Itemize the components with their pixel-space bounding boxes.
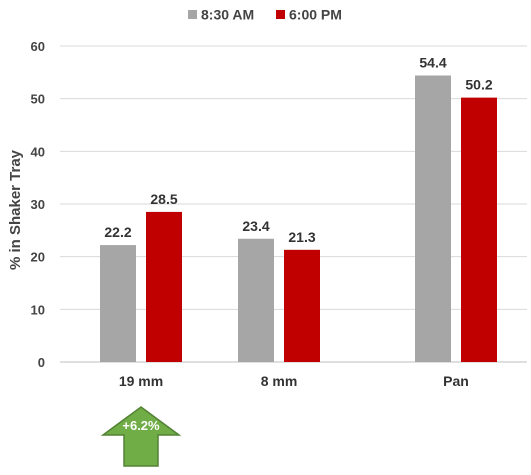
y-axis-title: % in Shaker Tray: [7, 149, 24, 270]
data-label: 28.5: [150, 191, 177, 207]
y-tick-label: 0: [38, 355, 45, 370]
y-tick-label: 20: [31, 250, 45, 265]
x-categories: 19 mm 8 mm Pan: [119, 373, 469, 389]
x-category-label: 19 mm: [119, 373, 163, 389]
data-label: 50.2: [465, 77, 492, 93]
y-tick-label: 10: [31, 302, 45, 317]
y-tick-label: 40: [31, 144, 45, 159]
legend: 8:30 AM 6:00 PM: [188, 7, 342, 23]
bar: [461, 97, 497, 362]
bar: [238, 238, 274, 362]
y-tick-label: 50: [31, 92, 45, 107]
bars: [100, 75, 497, 362]
annotation-label: +6.2%: [122, 418, 160, 433]
legend-label: 8:30 AM: [201, 7, 254, 23]
data-label: 54.4: [419, 54, 446, 70]
bar: [100, 245, 136, 362]
bar: [415, 75, 451, 362]
increase-annotation: +6.2%: [100, 406, 182, 467]
x-category-label: 8 mm: [261, 373, 298, 389]
x-category-label: Pan: [443, 373, 469, 389]
data-label: 23.4: [242, 218, 269, 234]
legend-label: 6:00 PM: [289, 7, 342, 23]
data-label: 22.2: [104, 224, 131, 240]
y-tick-label: 30: [31, 197, 45, 212]
bar: [146, 211, 182, 362]
bar: [284, 249, 320, 362]
y-tick-label: 60: [31, 39, 45, 54]
data-labels: 22.2 28.5 23.4 21.3 54.4 50.2: [104, 54, 492, 244]
up-arrow-icon: [100, 406, 182, 467]
legend-swatch: [276, 10, 285, 19]
data-label: 21.3: [288, 229, 315, 245]
legend-swatch: [188, 10, 197, 19]
y-ticks: 0 10 20 30 40 50 60: [31, 39, 45, 370]
